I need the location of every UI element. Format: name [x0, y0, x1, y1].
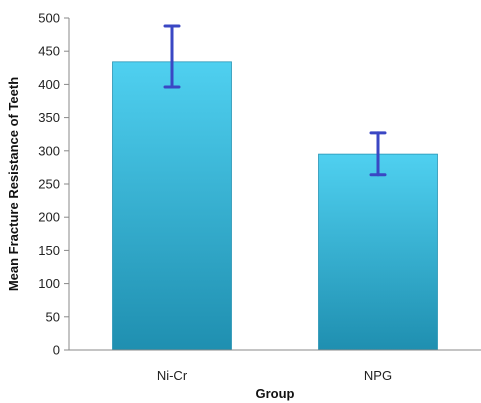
y-tick-label: 450 [38, 44, 60, 59]
y-axis-ticks: 0 50 100 150 200 250 300 350 400 450 500 [38, 11, 69, 358]
y-tick-label: 300 [38, 143, 60, 158]
y-tick-label: 150 [38, 243, 60, 258]
bars-group [112, 61, 438, 351]
bar-ni-cr [112, 61, 232, 351]
bar-npg [318, 153, 438, 351]
x-tick-label: Ni-Cr [157, 368, 188, 383]
y-tick-label: 50 [46, 309, 60, 324]
error-bars-group [163, 24, 387, 177]
y-tick-label: 0 [53, 343, 60, 358]
y-axis-title: Mean Fracture Resistance of Teeth [6, 77, 21, 291]
x-axis-title: Group [256, 386, 295, 401]
x-axis-labels: Ni-Cr NPG [157, 368, 392, 383]
y-tick-label: 100 [38, 276, 60, 291]
y-tick-label: 250 [38, 177, 60, 192]
y-tick-label: 350 [38, 110, 60, 125]
y-tick-label: 200 [38, 210, 60, 225]
x-tick-label: NPG [364, 368, 392, 383]
y-tick-label: 400 [38, 77, 60, 92]
y-tick-label: 500 [38, 11, 60, 26]
